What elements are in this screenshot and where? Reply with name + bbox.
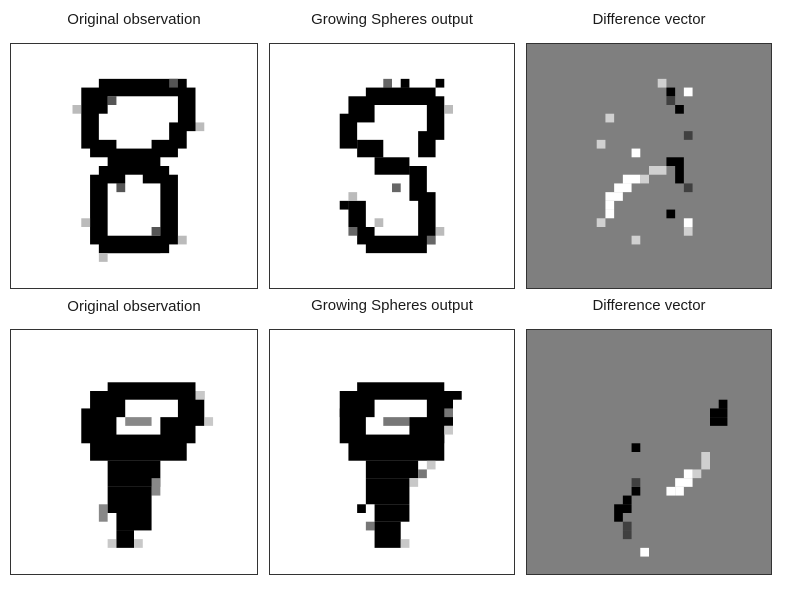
digit-9-original bbox=[81, 382, 214, 548]
panel-title: Original observation bbox=[67, 298, 201, 315]
panel-title: Difference vector bbox=[592, 297, 706, 314]
panel-title: Original observation bbox=[67, 11, 201, 28]
difference-vector-image bbox=[526, 43, 772, 289]
digit-8-modified bbox=[339, 78, 453, 254]
panel-title: Growing Spheres output bbox=[311, 11, 473, 28]
panel-title: Growing Spheres output bbox=[311, 297, 473, 314]
growing-spheres-output-image bbox=[269, 43, 515, 289]
digit-8-original bbox=[72, 78, 205, 262]
original-observation-image bbox=[10, 329, 258, 575]
difference-8 bbox=[596, 78, 693, 245]
original-observation-image bbox=[10, 43, 258, 289]
digit-9-modified bbox=[339, 382, 462, 548]
growing-spheres-output-image bbox=[269, 329, 515, 575]
panel-title: Difference vector bbox=[592, 11, 706, 28]
difference-9 bbox=[614, 399, 728, 557]
difference-vector-image bbox=[526, 329, 772, 575]
